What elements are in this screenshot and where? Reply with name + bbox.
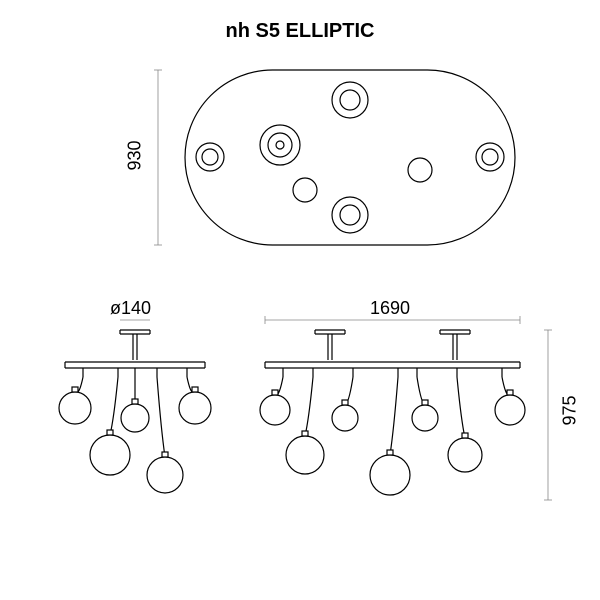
diagram-canvas	[0, 0, 600, 600]
